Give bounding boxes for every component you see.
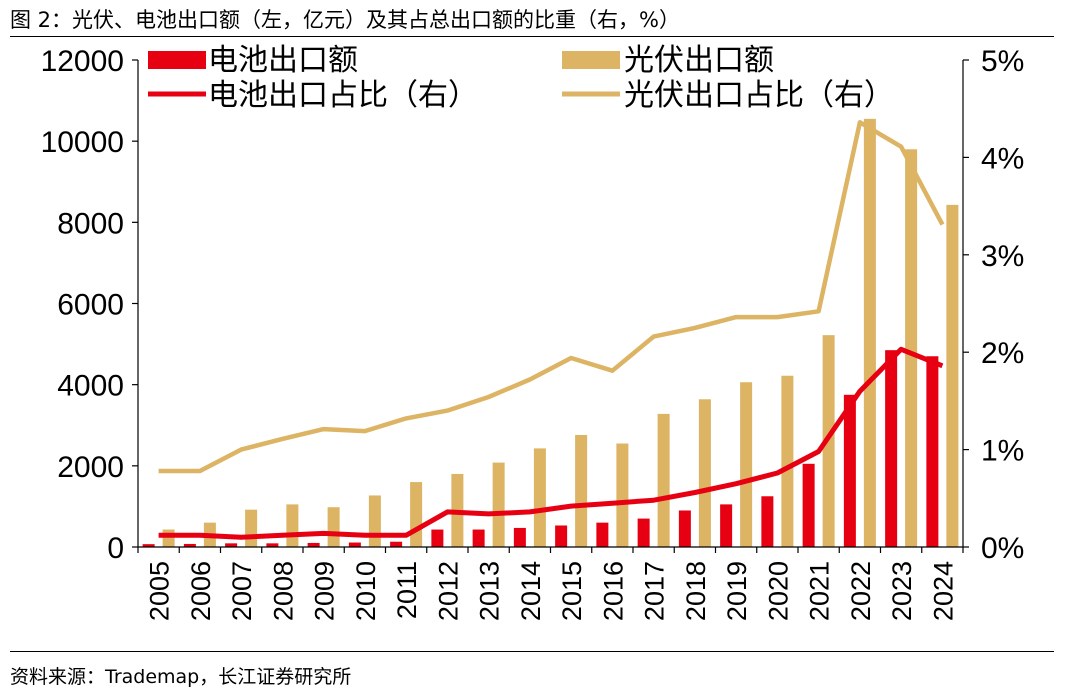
- year-label-2014: 2014: [516, 561, 546, 621]
- year-label-2011: 2011: [392, 561, 422, 619]
- pv-bar-2020: [781, 375, 794, 547]
- battery-bar-2009: [307, 542, 320, 547]
- source-note: 资料来源：Trademap，长江证券研究所: [10, 666, 352, 688]
- pv-bar-2011: [410, 482, 423, 547]
- year-label-2022: 2022: [846, 561, 876, 621]
- year-label-2020: 2020: [763, 561, 793, 621]
- pv-bar-2019: [740, 382, 753, 547]
- year-label-2017: 2017: [640, 561, 670, 621]
- pv-bar-2009: [327, 507, 340, 547]
- battery-share-line: [158, 346, 944, 540]
- battery-bar-2018: [678, 510, 691, 547]
- battery-bar-2008: [266, 543, 279, 547]
- left-tick-label: 4000: [57, 370, 124, 403]
- left-tick-label: 12000: [41, 45, 124, 78]
- pv-bar-2018: [698, 399, 711, 547]
- left-tick-label: 2000: [57, 451, 124, 484]
- legend-battery-bar-swatch: [148, 51, 206, 69]
- legend-pv-line-label: 光伏出口占比（右）: [624, 78, 894, 113]
- pv-bar-2007: [245, 509, 258, 547]
- battery-bar-2005: [142, 544, 155, 547]
- battery-bar-2020: [761, 496, 774, 547]
- pv-bar-2010: [368, 495, 381, 547]
- pv-bar-2014: [533, 448, 546, 547]
- pv-bar-2016: [616, 443, 629, 547]
- year-label-2005: 2005: [145, 561, 175, 621]
- year-label-2023: 2023: [887, 561, 917, 621]
- battery-bar-2011: [390, 541, 403, 547]
- battery-bar-2006: [183, 543, 196, 547]
- year-label-2018: 2018: [681, 561, 711, 621]
- right-tick-label: 4%: [981, 142, 1024, 175]
- left-tick-label: 8000: [57, 207, 124, 240]
- battery-bar-2014: [513, 527, 526, 547]
- year-label-2015: 2015: [557, 561, 587, 621]
- legend-pv-bar-label: 光伏出口额: [624, 43, 774, 78]
- pv-bar-2023: [905, 149, 918, 548]
- battery-bar-2016: [596, 522, 609, 547]
- legend-battery-line-label: 电池出口占比（右）: [208, 78, 478, 113]
- x-axis-ticks: 2005 2006 2007 2008 2009 2010 2011 2012 2013 2014…: [137, 547, 964, 621]
- right-tick-label: 2%: [981, 337, 1024, 370]
- battery-bar-2024: [926, 356, 939, 547]
- pv-bar-2008: [286, 504, 299, 547]
- pv-bar-2017: [657, 413, 670, 547]
- legend-pv-bar-swatch: [562, 51, 620, 69]
- year-label-2010: 2010: [351, 561, 381, 621]
- right-axis-ticks: 0% 1% 2% 3% 4% 5%: [963, 45, 1024, 565]
- title-rule: [10, 36, 1054, 37]
- year-label-2006: 2006: [186, 561, 216, 621]
- pv-bar-2024: [946, 204, 959, 547]
- battery-bars: [142, 350, 939, 547]
- left-axis-ticks: 0 2000 4000 6000 8000 10000 12000: [41, 45, 138, 565]
- battery-bar-2019: [720, 504, 733, 547]
- battery-bar-2012: [431, 529, 444, 547]
- pv-bar-2015: [575, 434, 588, 547]
- battery-bar-2013: [472, 529, 485, 547]
- battery-bar-2021: [802, 463, 815, 547]
- year-label-2013: 2013: [475, 561, 505, 621]
- source-rule: [10, 651, 1054, 652]
- battery-bar-2023: [885, 350, 898, 547]
- axes: [137, 60, 964, 548]
- right-tick-label: 0%: [981, 532, 1024, 565]
- year-label-2008: 2008: [268, 561, 298, 621]
- pv-bar-2022: [863, 118, 876, 548]
- year-label-2024: 2024: [928, 561, 958, 621]
- right-tick-label: 3%: [981, 240, 1024, 273]
- left-tick-label: 6000: [57, 289, 124, 322]
- battery-bar-2007: [225, 543, 238, 547]
- battery-bar-2010: [348, 542, 361, 547]
- pv-bar-2013: [492, 462, 505, 547]
- left-tick-label: 10000: [41, 126, 124, 159]
- battery-bar-2022: [843, 394, 856, 547]
- battery-bar-2017: [637, 518, 650, 547]
- pv-bars: [162, 118, 959, 548]
- legend-battery-bar-label: 电池出口额: [208, 43, 358, 78]
- chart-title: 图 2：光伏、电池出口额（左，亿元）及其占总出口额的比重（右，%）: [10, 8, 680, 32]
- legend: 电池出口额 光伏出口额 电池出口占比（右） 光伏出口占比（右）: [148, 43, 894, 113]
- year-label-2009: 2009: [310, 561, 340, 621]
- year-label-2016: 2016: [598, 561, 628, 621]
- left-tick-label: 0: [107, 532, 124, 565]
- right-tick-label: 1%: [981, 435, 1024, 468]
- pv-share-line: [158, 120, 945, 474]
- year-label-2021: 2021: [805, 561, 835, 621]
- year-label-2012: 2012: [433, 561, 463, 621]
- year-label-2007: 2007: [227, 561, 257, 621]
- right-tick-label: 5%: [981, 45, 1024, 78]
- year-label-2019: 2019: [722, 561, 752, 621]
- pv-bar-2005: [162, 529, 175, 547]
- battery-bar-2015: [555, 525, 568, 547]
